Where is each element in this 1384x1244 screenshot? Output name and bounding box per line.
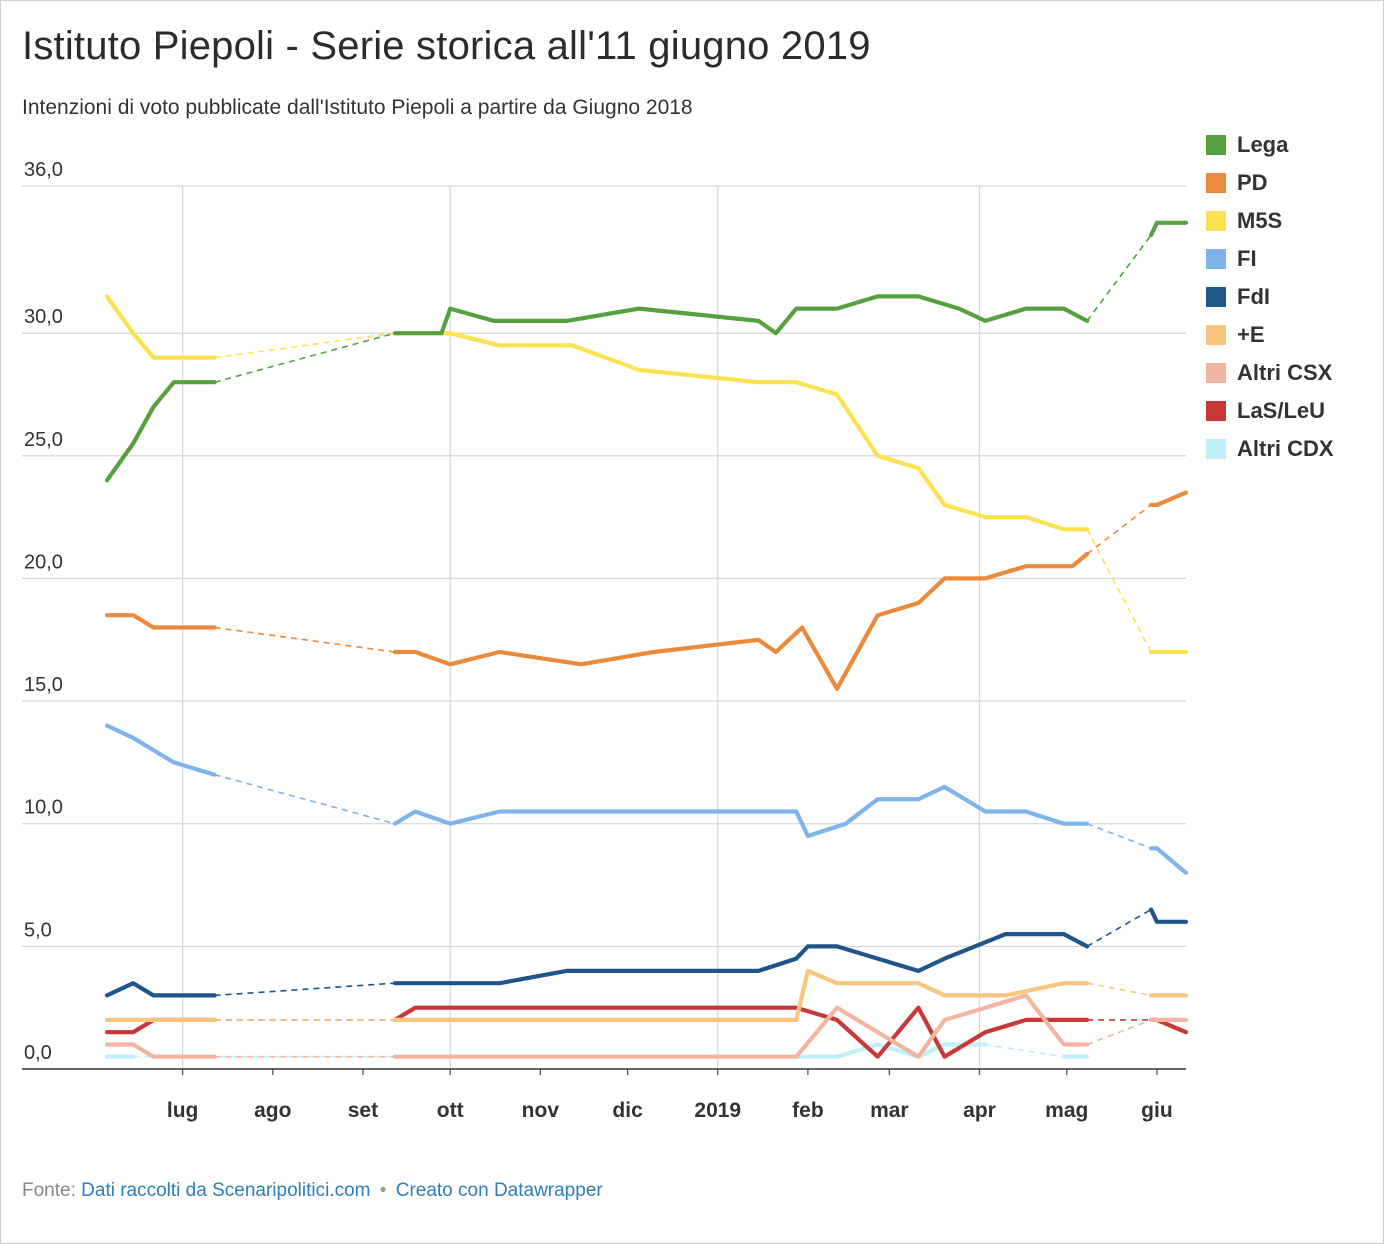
legend-item: Altri CDX [1206, 430, 1334, 468]
x-tick-label: feb [792, 1099, 824, 1122]
series-line [1148, 846, 1189, 875]
legend-swatch [1206, 363, 1226, 383]
x-tick-label: ago [254, 1099, 291, 1122]
footer-datawrapper-link[interactable]: Creato con Datawrapper [395, 1180, 603, 1201]
legend-item: LaS/LeU [1206, 392, 1334, 430]
legend-item: PD [1206, 164, 1334, 202]
series-altri-csx [104, 993, 1189, 1059]
footer-separator: • [379, 1180, 387, 1201]
series-m5s [104, 294, 1189, 655]
series-gap-connector [1086, 982, 1152, 997]
series-gap-connector [1086, 908, 1152, 948]
x-tick-label: mar [870, 1099, 909, 1122]
y-tick-label: 15,0 [24, 674, 63, 696]
x-tick-label: set [348, 1099, 378, 1122]
legend-label: LaS/LeU [1237, 398, 1326, 423]
legend-swatch [1206, 439, 1226, 459]
x-tick-label: nov [522, 1099, 560, 1122]
series-line [1148, 907, 1189, 924]
series-line [104, 723, 217, 777]
chart-title: Istituto Piepoli - Serie storica all'11 … [22, 24, 871, 68]
legend-label: PD [1237, 170, 1268, 195]
x-tick-label: lug [167, 1099, 199, 1122]
legend: Lega PD M5S FI FdI +E Altri CSX LaS/LeU Altri CD… [1206, 126, 1334, 468]
series-line [392, 551, 1090, 691]
legend-label: M5S [1237, 208, 1283, 233]
footer-source-prefix: Fonte: [22, 1180, 76, 1201]
legend-label: FI [1237, 246, 1257, 271]
series-pd [104, 490, 1189, 691]
x-tick-label: ott [437, 1099, 464, 1122]
x-tick-label: apr [963, 1099, 996, 1122]
series-line [392, 968, 1090, 1023]
series-gap-connector [214, 773, 396, 825]
series-lega [104, 220, 1189, 483]
legend-swatch [1206, 173, 1226, 193]
series-gap-connector [1086, 1019, 1152, 1046]
series-gap-connector [1086, 504, 1152, 555]
x-tick-label: 2019 [694, 1099, 741, 1122]
series-line [392, 294, 1090, 336]
legend-label: Lega [1237, 132, 1289, 157]
series-line [392, 993, 1090, 1059]
legend-label: FdI [1237, 284, 1270, 309]
x-tick-label: giu [1141, 1099, 1173, 1122]
footer-source-link[interactable]: Dati raccolti da Scenaripolitici.com [81, 1180, 371, 1201]
series-line [1148, 220, 1189, 238]
series-line [794, 1042, 988, 1059]
series-line [392, 331, 1090, 532]
y-tick-label: 10,0 [24, 797, 63, 819]
legend-item: FdI [1206, 278, 1334, 316]
legend-label: +E [1237, 322, 1265, 347]
legend-swatch [1206, 211, 1226, 231]
legend-item: Lega [1206, 126, 1334, 164]
legend-swatch [1206, 135, 1226, 155]
y-tick-label: 5,0 [24, 919, 52, 941]
series-line [104, 981, 217, 998]
series-fi [104, 723, 1189, 875]
y-tick-label: 25,0 [24, 429, 63, 451]
legend-item: Altri CSX [1206, 354, 1334, 392]
legend-swatch [1206, 249, 1226, 269]
chart-subtitle: Intenzioni di voto pubblicate dall'Istit… [22, 96, 693, 119]
y-tick-label: 30,0 [24, 306, 63, 328]
footer: Fonte: Dati raccolti da Scenaripolitici.… [22, 1180, 603, 1202]
series-gap-connector [1086, 822, 1152, 849]
series-line [104, 613, 217, 630]
series-line [1148, 490, 1189, 507]
series-line [392, 1005, 1090, 1059]
series--e [104, 968, 1189, 1023]
legend-swatch [1206, 287, 1226, 307]
series-line [104, 1042, 217, 1059]
series-gap-connector [214, 332, 396, 383]
series-fdi [104, 907, 1189, 998]
legend-label: Altri CDX [1237, 436, 1334, 461]
series-line [104, 294, 217, 360]
legend-label: Altri CSX [1237, 360, 1333, 385]
series-gap-connector [985, 1043, 1064, 1058]
series-gap-connector [214, 982, 395, 997]
series-gap-connector [214, 332, 396, 359]
series-line [392, 931, 1090, 986]
series-gap-connector [1086, 234, 1152, 322]
y-tick-label: 0,0 [24, 1042, 52, 1064]
legend-swatch [1206, 401, 1226, 421]
x-tick-label: dic [612, 1099, 643, 1122]
series-line [392, 784, 1090, 839]
series-gap-connector [1086, 529, 1152, 653]
series-line [104, 380, 217, 483]
legend-item: FI [1206, 240, 1334, 278]
y-tick-label: 36,0 [24, 159, 63, 181]
x-tick-label: mag [1045, 1099, 1088, 1122]
legend-item: +E [1206, 316, 1334, 354]
series-gap-connector [214, 626, 396, 653]
legend-item: M5S [1206, 202, 1334, 240]
y-tick-label: 20,0 [24, 551, 63, 573]
legend-swatch [1206, 325, 1226, 345]
series-las-leu [104, 1005, 1189, 1059]
